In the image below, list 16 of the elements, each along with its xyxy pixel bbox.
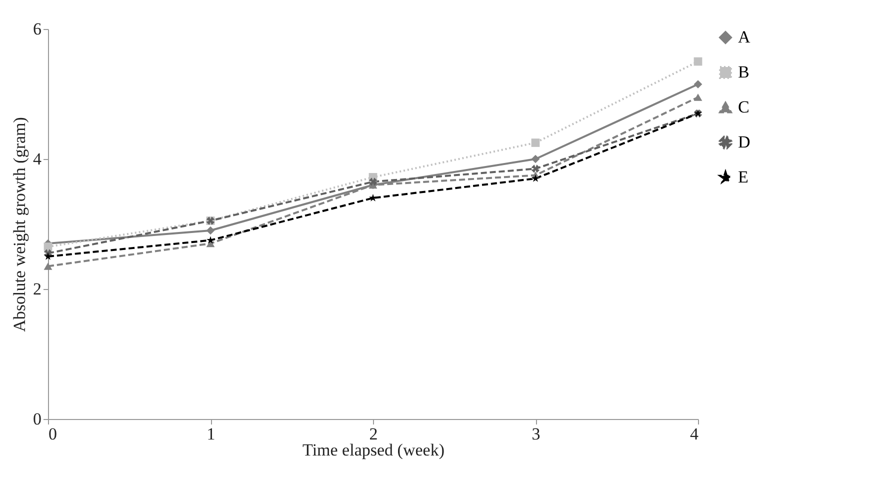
x-tick-label: 1 [206, 424, 216, 444]
legend-label: E [738, 168, 748, 186]
legend-label: A [738, 28, 751, 46]
y-tick-label: 2 [33, 280, 42, 298]
y-tick-label: 0 [33, 410, 42, 428]
x-tick-label: 2 [369, 424, 378, 444]
legend-label: B [738, 62, 750, 82]
x-axis-title: Time elapsed (week) [302, 440, 444, 460]
x-tick-label: 4 [690, 424, 699, 444]
y-tick-label: 4 [33, 150, 42, 168]
y-axis-title: Absolute weight growth (gram) [10, 117, 29, 332]
legend-label: D [738, 132, 750, 152]
legend-label: C [738, 98, 750, 116]
x-tick-label: 0 [48, 424, 57, 444]
y-tick-label: 6 [33, 20, 42, 38]
x-tick-label: 3 [532, 424, 540, 444]
